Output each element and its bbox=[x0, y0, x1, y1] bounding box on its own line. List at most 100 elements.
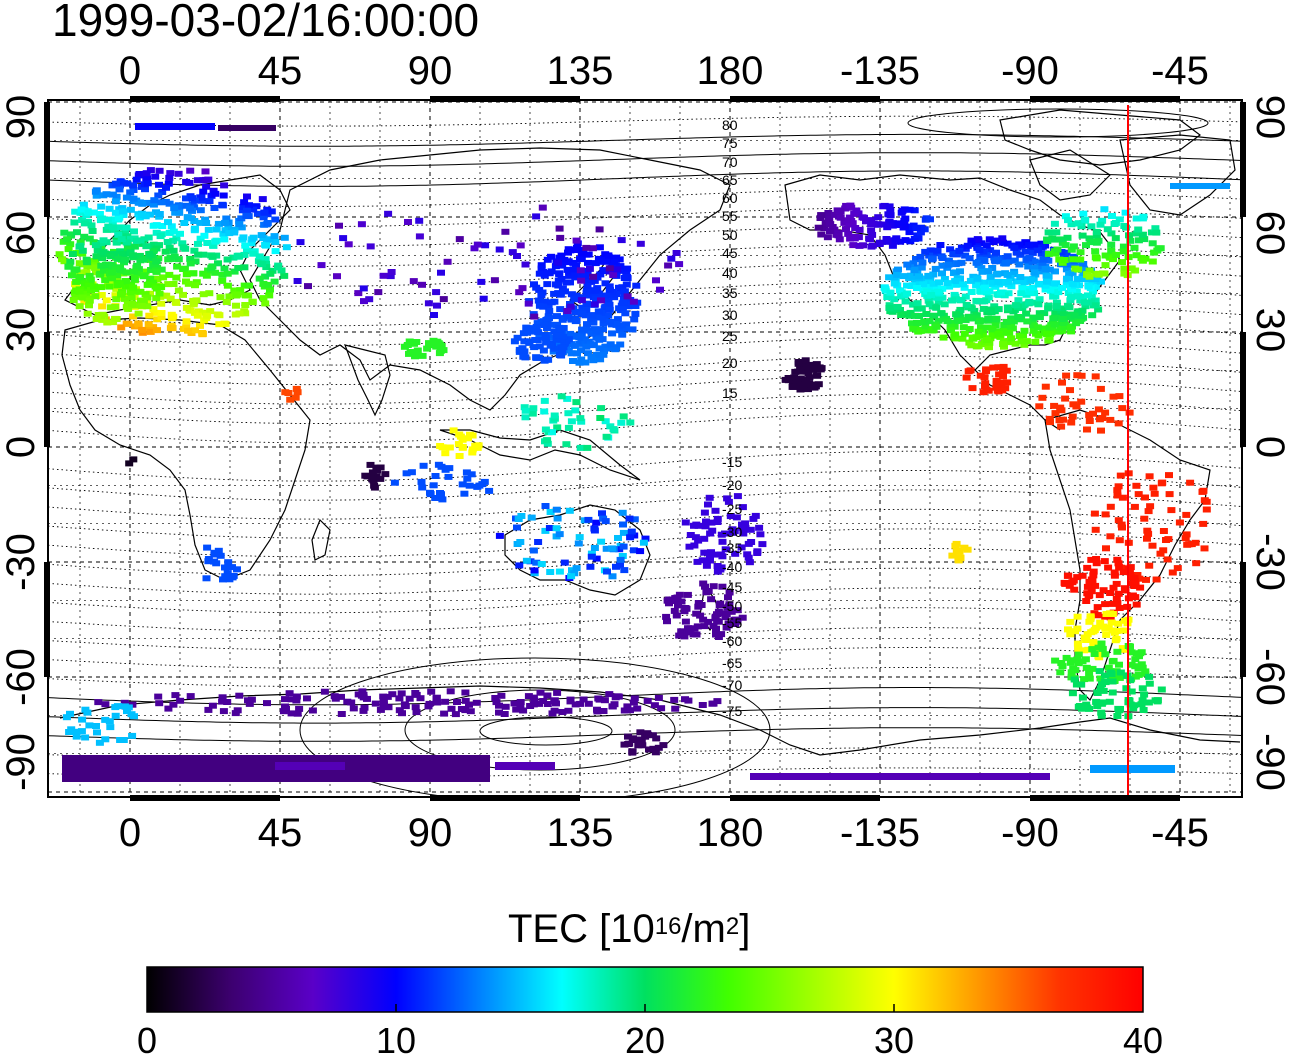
tec-cell bbox=[1072, 681, 1081, 688]
tec-cell bbox=[1089, 628, 1098, 635]
tec-cell bbox=[558, 347, 567, 354]
tec-cell bbox=[866, 236, 874, 243]
tec-cell bbox=[994, 364, 1003, 371]
tec-cell bbox=[1118, 494, 1127, 501]
tec-cell bbox=[621, 325, 630, 332]
tec-cell bbox=[565, 267, 574, 274]
tec-cell bbox=[943, 280, 952, 287]
tec-cell bbox=[1089, 288, 1097, 295]
tec-cell bbox=[102, 262, 110, 268]
tec-cell bbox=[1165, 491, 1174, 498]
tec-cell bbox=[102, 191, 111, 198]
tec-cell bbox=[924, 279, 933, 286]
tec-cell bbox=[1085, 267, 1094, 274]
tec-cell bbox=[242, 212, 251, 219]
tec-cell bbox=[205, 290, 214, 297]
tec-cell bbox=[436, 443, 445, 449]
tec-cell bbox=[1068, 280, 1077, 287]
tec-cell bbox=[186, 205, 195, 212]
tec-cell bbox=[804, 364, 813, 371]
tec-cell bbox=[715, 602, 724, 609]
tec-cell bbox=[1045, 266, 1054, 273]
tec-cell bbox=[976, 253, 985, 260]
tec-cell bbox=[947, 327, 955, 334]
tec-cell bbox=[473, 241, 482, 248]
tec-cell bbox=[894, 220, 903, 227]
tec-cell bbox=[1068, 413, 1077, 420]
tec-cell bbox=[1087, 299, 1096, 306]
tec-cell bbox=[231, 311, 240, 318]
tec-cell bbox=[824, 210, 833, 216]
tec-cell bbox=[102, 226, 111, 233]
tec-cell bbox=[225, 293, 234, 300]
tec-cell bbox=[1061, 213, 1070, 220]
tec-cell bbox=[308, 707, 317, 714]
tec-cell bbox=[429, 337, 438, 344]
tec-cell bbox=[1200, 497, 1209, 504]
tec-cell bbox=[186, 693, 195, 700]
tec-cell bbox=[1130, 244, 1139, 251]
tec-cell bbox=[556, 328, 565, 334]
tec-cell bbox=[263, 700, 271, 707]
tec-cell bbox=[619, 543, 628, 550]
tec-cell bbox=[522, 557, 531, 564]
tec-cell bbox=[462, 469, 471, 476]
tec-cell bbox=[481, 242, 490, 249]
tec-cell bbox=[1107, 230, 1116, 237]
tec-cell bbox=[605, 306, 614, 313]
tec-cell bbox=[700, 535, 709, 542]
tec-cell bbox=[184, 280, 193, 287]
magnetic-contour bbox=[48, 508, 1242, 539]
tec-cell bbox=[515, 346, 524, 353]
tec-cell bbox=[169, 701, 178, 708]
tec-cell bbox=[1089, 572, 1098, 579]
tec-cell bbox=[182, 271, 191, 278]
tec-cell bbox=[218, 271, 227, 278]
tec-cell bbox=[997, 289, 1005, 296]
tec-cell bbox=[427, 688, 436, 695]
tec-cell bbox=[98, 303, 107, 310]
tec-cell bbox=[722, 611, 731, 617]
tec-cell bbox=[1113, 600, 1122, 607]
tec-cell bbox=[1091, 582, 1100, 589]
tec-cell bbox=[594, 308, 603, 315]
tec-cell bbox=[73, 229, 81, 236]
tec-cell bbox=[804, 370, 813, 376]
tec-cell bbox=[225, 230, 234, 237]
tec-cell bbox=[1035, 314, 1044, 321]
tec-cell bbox=[578, 326, 587, 333]
tec-cell bbox=[1089, 642, 1098, 649]
tec-band bbox=[218, 125, 276, 131]
tec-cell bbox=[193, 312, 202, 319]
tec-cell bbox=[264, 281, 273, 288]
tec-cell bbox=[618, 553, 627, 559]
tec-cell bbox=[520, 338, 529, 345]
tec-cell bbox=[461, 689, 470, 696]
tec-cell bbox=[1005, 339, 1014, 346]
tec-cell bbox=[1074, 266, 1083, 273]
tec-cell bbox=[657, 705, 666, 712]
tec-cell bbox=[357, 692, 366, 699]
tec-cell bbox=[842, 202, 851, 209]
tec-cell bbox=[1164, 536, 1173, 543]
tec-cell bbox=[66, 710, 74, 717]
tec-cell bbox=[105, 283, 114, 290]
tec-cell bbox=[639, 539, 648, 546]
tec-cell bbox=[1144, 508, 1153, 515]
tec-cell bbox=[111, 198, 120, 205]
tec-cell bbox=[456, 433, 465, 440]
tec-cell bbox=[80, 285, 89, 292]
tec-cell bbox=[552, 525, 561, 532]
tec-cell bbox=[76, 209, 85, 216]
tec-cell bbox=[564, 424, 573, 431]
tec-cell bbox=[977, 324, 985, 331]
tec-cell bbox=[554, 282, 563, 289]
tec-cell bbox=[219, 192, 228, 199]
tec-cell bbox=[1050, 321, 1059, 328]
tec-cell bbox=[1051, 310, 1060, 316]
tec-cell bbox=[1115, 537, 1124, 544]
tec-cell bbox=[78, 716, 87, 723]
tec-cell bbox=[943, 264, 952, 271]
tec-cell bbox=[965, 255, 974, 262]
tec-cell bbox=[270, 278, 279, 285]
